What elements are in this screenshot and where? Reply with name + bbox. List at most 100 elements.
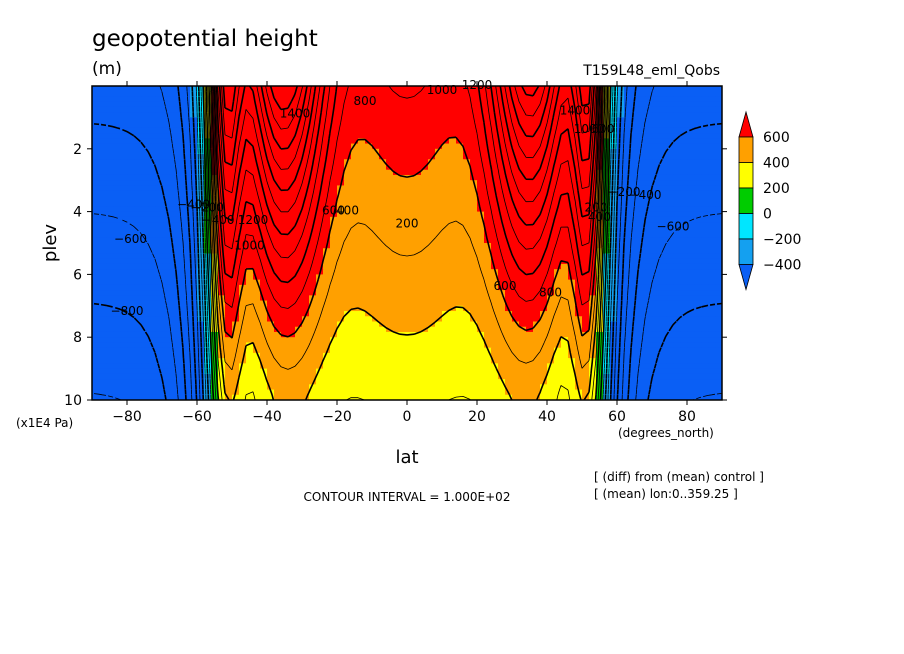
contour-band-cell bbox=[148, 190, 156, 197]
contour-band-cell bbox=[239, 232, 247, 239]
contour-band-cell bbox=[127, 342, 135, 349]
contour-band-cell bbox=[708, 363, 716, 370]
contour-band-cell bbox=[302, 258, 310, 265]
contour-band-cell bbox=[309, 274, 317, 281]
contour-band-cell bbox=[155, 96, 163, 103]
contour-band-cell bbox=[183, 368, 191, 375]
contour-band-cell bbox=[680, 106, 688, 113]
contour-band-cell bbox=[624, 352, 632, 359]
contour-band-cell bbox=[547, 190, 555, 197]
contour-band-cell bbox=[449, 106, 457, 113]
contour-band-cell bbox=[589, 311, 597, 317]
contour-band-cell bbox=[624, 279, 632, 286]
contour-band-cell bbox=[267, 258, 275, 265]
contour-band-cell bbox=[393, 154, 401, 160]
contour-band-cell bbox=[309, 143, 317, 150]
contour-band-cell bbox=[176, 148, 184, 155]
contour-band-cell bbox=[610, 274, 618, 281]
contour-band-cell bbox=[134, 190, 142, 197]
contour-band-cell bbox=[155, 305, 163, 312]
contour-band-cell bbox=[435, 201, 443, 207]
contour-band-cell bbox=[323, 368, 331, 375]
contour-band-cell bbox=[316, 263, 324, 270]
contour-band-cell bbox=[715, 127, 722, 134]
contour-band-cell bbox=[645, 232, 653, 239]
contour-band-cell bbox=[106, 169, 114, 176]
contour-band-cell bbox=[442, 321, 450, 328]
contour-band-cell bbox=[540, 174, 548, 181]
contour-band-cell bbox=[281, 216, 289, 223]
contour-band-cell bbox=[211, 358, 219, 364]
contour-band-cell bbox=[421, 243, 429, 249]
contour-band-cell bbox=[666, 347, 674, 354]
contour-band-cell bbox=[638, 154, 646, 160]
contour-band-cell bbox=[393, 237, 401, 244]
contour-band-cell bbox=[680, 305, 688, 312]
contour-band-cell bbox=[645, 138, 653, 145]
contour-band-cell bbox=[414, 337, 422, 344]
contour-band-cell bbox=[267, 368, 275, 375]
contour-band-cell bbox=[526, 300, 534, 307]
contour-band-cell bbox=[274, 279, 282, 286]
contour-band-cell bbox=[715, 206, 722, 213]
contour-band-cell bbox=[673, 279, 681, 286]
contour-band-cell bbox=[456, 326, 464, 333]
contour-band-cell bbox=[435, 258, 443, 265]
contour-band-cell bbox=[449, 174, 457, 181]
contour-band-cell bbox=[540, 337, 548, 344]
contour-band-cell bbox=[561, 243, 569, 249]
contour-band-cell bbox=[701, 201, 709, 207]
contour-band-cell bbox=[337, 174, 345, 181]
contour-band-cell bbox=[561, 138, 569, 145]
contour-band-cell bbox=[456, 248, 464, 255]
contour-band-cell bbox=[498, 86, 506, 92]
contour-band-cell bbox=[253, 201, 261, 207]
contour-band-cell bbox=[519, 321, 527, 328]
contour-band-cell bbox=[645, 263, 653, 270]
contour-band-cell bbox=[414, 290, 422, 296]
contour-band-cell bbox=[610, 237, 618, 244]
contour-band-cell bbox=[379, 305, 387, 312]
contour-band-cell bbox=[379, 232, 387, 239]
contour-band-cell bbox=[610, 258, 618, 265]
contour-band-cell bbox=[498, 326, 506, 333]
contour-band-cell bbox=[127, 106, 135, 113]
contour-band-cell bbox=[232, 269, 240, 275]
contour-band-cell bbox=[274, 321, 282, 328]
contour-band-cell bbox=[113, 206, 121, 213]
contour-band-cell bbox=[330, 337, 338, 344]
contour-band-cell bbox=[498, 232, 506, 239]
contour-band-cell bbox=[498, 222, 506, 228]
contour-band-cell bbox=[638, 321, 646, 328]
contour-band-cell bbox=[267, 269, 275, 275]
contour-band-cell bbox=[526, 316, 534, 323]
contour-band-cell bbox=[127, 211, 135, 218]
contour-band-cell bbox=[652, 243, 660, 249]
contour-band-cell bbox=[659, 363, 667, 370]
contour-band-cell bbox=[568, 248, 576, 255]
contour-band-cell bbox=[421, 127, 429, 134]
contour-band-cell bbox=[484, 232, 492, 239]
contour-band-cell bbox=[414, 232, 422, 239]
contour-band-cell bbox=[638, 216, 646, 223]
contour-band-cell bbox=[323, 342, 331, 349]
contour-band-cell bbox=[687, 279, 695, 286]
contour-band-cell bbox=[267, 363, 275, 370]
contour-band-cell bbox=[99, 127, 107, 134]
contour-band-cell bbox=[344, 190, 352, 197]
contour-band-cell bbox=[148, 290, 156, 296]
contour-band-cell bbox=[400, 290, 408, 296]
contour-band-cell bbox=[519, 352, 527, 359]
contour-band-cell bbox=[330, 274, 338, 281]
contour-band-cell bbox=[155, 159, 163, 166]
contour-band-cell bbox=[659, 300, 667, 307]
contour-band-cell bbox=[540, 222, 548, 228]
contour-band-cell bbox=[421, 316, 429, 323]
contour-band-cell bbox=[701, 243, 709, 249]
contour-band-cell bbox=[316, 337, 324, 344]
contour-band-cell bbox=[176, 190, 184, 197]
contour-band-cell bbox=[694, 311, 702, 317]
contour-band-cell bbox=[113, 316, 121, 323]
contour-band-cell bbox=[575, 148, 583, 155]
contour-band-cell bbox=[386, 295, 394, 302]
